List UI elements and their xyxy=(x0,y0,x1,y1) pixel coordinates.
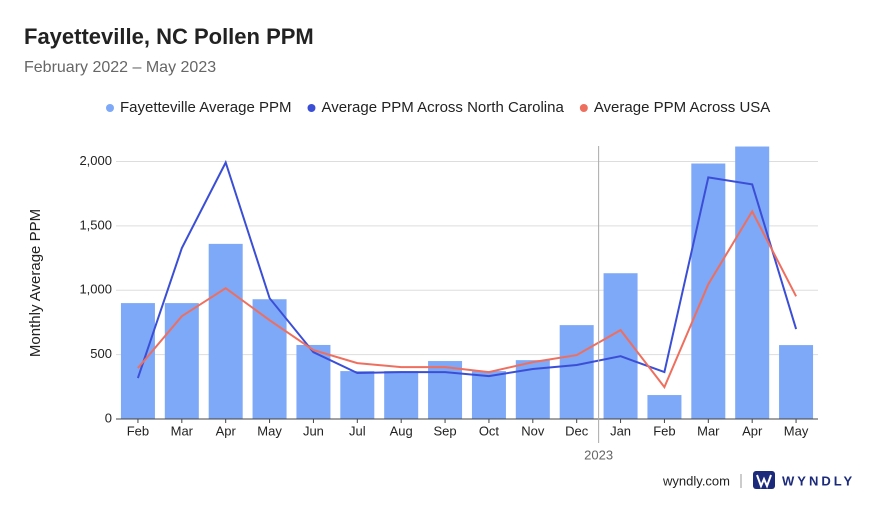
x-tick-label: Aug xyxy=(390,423,413,438)
line-series xyxy=(136,159,798,379)
bar xyxy=(779,345,814,419)
legend-marker xyxy=(307,104,316,112)
legend-marker xyxy=(106,104,114,112)
x-tick-label: Feb xyxy=(653,423,675,438)
x-tick-label: Jun xyxy=(303,423,324,438)
x-tick-label: Dec xyxy=(565,423,589,438)
chart-title: Fayetteville, NC Pollen PPM xyxy=(24,24,314,49)
y-tick-label: 2,000 xyxy=(79,153,112,168)
bar xyxy=(340,371,375,419)
y-axis-label: Monthly Average PPM xyxy=(27,209,44,357)
bar xyxy=(559,325,594,419)
x-tick-label: Feb xyxy=(127,423,149,438)
legend-label: Average PPM Across North Carolina xyxy=(321,99,564,116)
legend-label: Average PPM Across USA xyxy=(594,99,770,116)
x-tick-label: Jan xyxy=(610,423,631,438)
x-tick-label: Mar xyxy=(697,423,720,438)
bar xyxy=(120,303,155,419)
bar xyxy=(691,163,726,419)
x-tick-label: Sep xyxy=(433,423,456,438)
x-tick-label: Apr xyxy=(742,423,763,438)
x-tick-label: Apr xyxy=(216,423,237,438)
x-tick-label: Mar xyxy=(171,423,194,438)
x-tick-label: May xyxy=(784,423,809,438)
bar xyxy=(384,371,419,419)
bar xyxy=(208,243,243,419)
y-tick-label: 500 xyxy=(90,346,112,361)
x-tick-label: Jul xyxy=(349,423,366,438)
legend-label: Fayetteville Average PPM xyxy=(120,99,291,116)
y-tick-label: 1,500 xyxy=(79,217,112,232)
bar xyxy=(735,146,770,420)
logo xyxy=(753,471,775,489)
bar xyxy=(296,344,331,419)
chart-subtitle: February 2022 – May 2023 xyxy=(24,59,216,76)
footer-brand: WYNDLY xyxy=(782,473,855,488)
line-series xyxy=(137,209,797,390)
legend-marker xyxy=(579,104,588,112)
y-tick-label: 0 xyxy=(105,410,112,425)
bar xyxy=(428,361,463,419)
x-tick-label: May xyxy=(257,423,282,438)
bar xyxy=(647,395,682,419)
x-tick-label: Nov xyxy=(521,423,545,438)
footer-site: wyndly.com xyxy=(662,473,730,488)
x-tick-label: Oct xyxy=(479,423,500,438)
bar xyxy=(471,371,506,419)
y-tick-label: 1,000 xyxy=(79,282,112,297)
bar xyxy=(164,303,199,419)
year-label: 2023 xyxy=(584,447,613,462)
bar xyxy=(252,299,287,419)
